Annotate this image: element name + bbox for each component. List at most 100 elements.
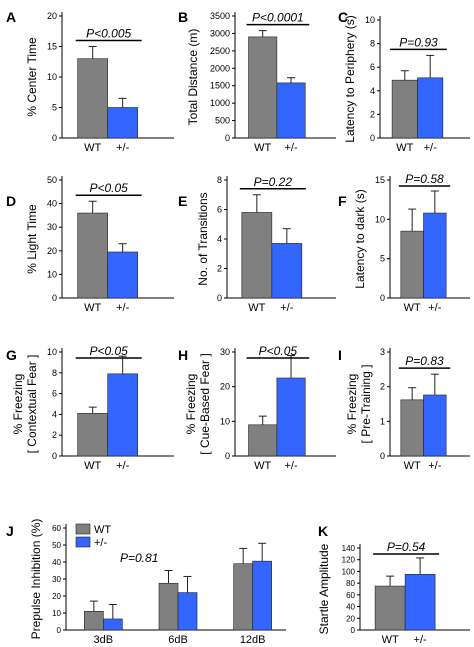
p-value: P<0.05	[259, 344, 298, 358]
x-tick-label: WT	[254, 142, 271, 154]
y-tick-label: 140	[342, 544, 356, 553]
x-tick-label: WT	[382, 634, 399, 646]
y-tick-label: 5	[52, 103, 57, 113]
panel-letter: E	[178, 193, 187, 209]
p-value: P=0.93	[399, 35, 438, 49]
y-tick-label: 120	[342, 556, 356, 565]
y-tick-label: 10	[47, 72, 57, 82]
panel-letter: I	[338, 347, 342, 363]
x-tick-label: +/-	[428, 460, 441, 472]
y-tick-label: 15	[375, 175, 385, 185]
y-tick-label: 6	[217, 205, 222, 215]
x-tick-label: WT	[404, 302, 421, 314]
y-tick-label: 500	[215, 116, 230, 126]
y-tick-label: 30	[52, 575, 61, 584]
bar	[374, 585, 406, 631]
y-tick-label: 10	[52, 609, 61, 618]
x-tick-label: +/-	[116, 142, 129, 154]
bar	[233, 563, 253, 631]
bar	[423, 394, 447, 457]
p-value: P<0.05	[89, 181, 128, 195]
y-tick-label: 3500	[210, 11, 230, 21]
y-tick-label: 10	[220, 416, 230, 426]
panel-letter: J	[6, 523, 14, 539]
x-tick-label: WT	[396, 142, 413, 154]
bar	[77, 413, 108, 457]
bar	[276, 377, 306, 457]
p-value: P=0.22	[254, 175, 293, 189]
legend-swatch	[75, 523, 91, 535]
x-tick-label: +/-	[414, 634, 427, 646]
y-tick-label: 2	[217, 264, 222, 274]
bar	[158, 582, 179, 631]
bar	[423, 212, 447, 299]
p-value: P=0.54	[387, 540, 426, 554]
y-tick-label: 20	[220, 382, 230, 392]
y-tick-label: 50	[52, 541, 61, 550]
legend-label: WT	[94, 524, 111, 536]
bar	[177, 592, 198, 631]
y-tick-label: 40	[47, 199, 57, 209]
x-tick-label: 6dB	[168, 634, 188, 646]
x-tick-label: +/-	[284, 460, 297, 472]
y-tick-label: 0	[225, 451, 230, 461]
panel-letter: D	[6, 193, 16, 209]
y-tick-label: 0	[57, 626, 62, 635]
y-axis-title: % Center Time	[25, 37, 39, 117]
y-tick-label: 0	[52, 293, 57, 303]
y-tick-label: 30	[220, 347, 230, 357]
p-value: P=0.83	[405, 354, 444, 368]
y-tick-label: 10	[375, 214, 385, 224]
y-tick-label: 6	[52, 389, 57, 399]
panel-e: E 0 2 4 6 8 No. of Transitions WT +/- P=0.22	[178, 175, 336, 314]
p-value: P=0.81	[120, 551, 158, 565]
y-axis-title: [ Pre-Training ]	[359, 365, 373, 444]
y-tick-label: 0	[52, 451, 57, 461]
y-tick-label: 0	[370, 133, 375, 143]
y-tick-label: 40	[346, 603, 355, 612]
y-tick-label: 1500	[210, 81, 230, 91]
y-tick-label: 20	[47, 11, 57, 21]
y-tick-label: 2	[370, 109, 375, 119]
bar	[77, 212, 108, 299]
y-tick-label: 15	[47, 42, 57, 52]
bar	[107, 373, 138, 457]
panel-j: J 0 10 20 30 40 50 60 Prepulse Inhibition (%) 3dB…	[6, 519, 286, 646]
y-tick-label: 2500	[210, 46, 230, 56]
panel-f: F 0 5 10 15 Latency to dark (s) WT +/- P=0.58	[338, 172, 470, 314]
y-axis-title: % Light Time	[25, 204, 39, 274]
y-axis-title: Total Distance (m)	[186, 29, 200, 126]
x-tick-label: +/-	[428, 302, 441, 314]
y-tick-label: 3	[380, 347, 385, 357]
p-value: P<0.0001	[252, 11, 304, 25]
panel-letter: G	[6, 347, 17, 363]
bar	[103, 618, 123, 631]
bar	[77, 58, 108, 139]
y-tick-label: 4	[52, 409, 57, 419]
x-tick-label: +/-	[424, 142, 437, 154]
x-tick-label: 12dB	[240, 634, 266, 646]
bar	[404, 574, 436, 631]
bar	[107, 251, 138, 299]
y-axis-title: Latency to dark (s)	[353, 189, 367, 288]
y-tick-label: 4	[370, 86, 375, 96]
y-tick-label: 0	[380, 293, 385, 303]
p-value: P=0.58	[405, 172, 444, 186]
bar	[248, 36, 278, 139]
panel-k: K 0 20 40 60 80 100 120 140 Startle Amplitude WT +/…	[317, 523, 470, 646]
bar	[84, 610, 104, 631]
x-tick-label: WT	[84, 460, 101, 472]
y-tick-label: 0	[52, 133, 57, 143]
legend-swatch	[75, 536, 91, 548]
panel-g: G 0 2 4 6 8 10 % Freezing[ Contextual Fear ] WT +…	[6, 344, 174, 472]
panel-letter: K	[318, 523, 328, 539]
y-tick-label: 2	[380, 382, 385, 392]
bar	[400, 399, 424, 457]
y-tick-label: 50	[47, 175, 57, 185]
y-tick-label: 8	[217, 175, 222, 185]
y-axis-title: [ Contextual Fear ]	[25, 355, 39, 454]
panel-letter: F	[338, 193, 347, 209]
y-tick-label: 100	[342, 567, 356, 576]
y-tick-label: 10	[47, 269, 57, 279]
y-tick-label: 3000	[210, 28, 230, 38]
